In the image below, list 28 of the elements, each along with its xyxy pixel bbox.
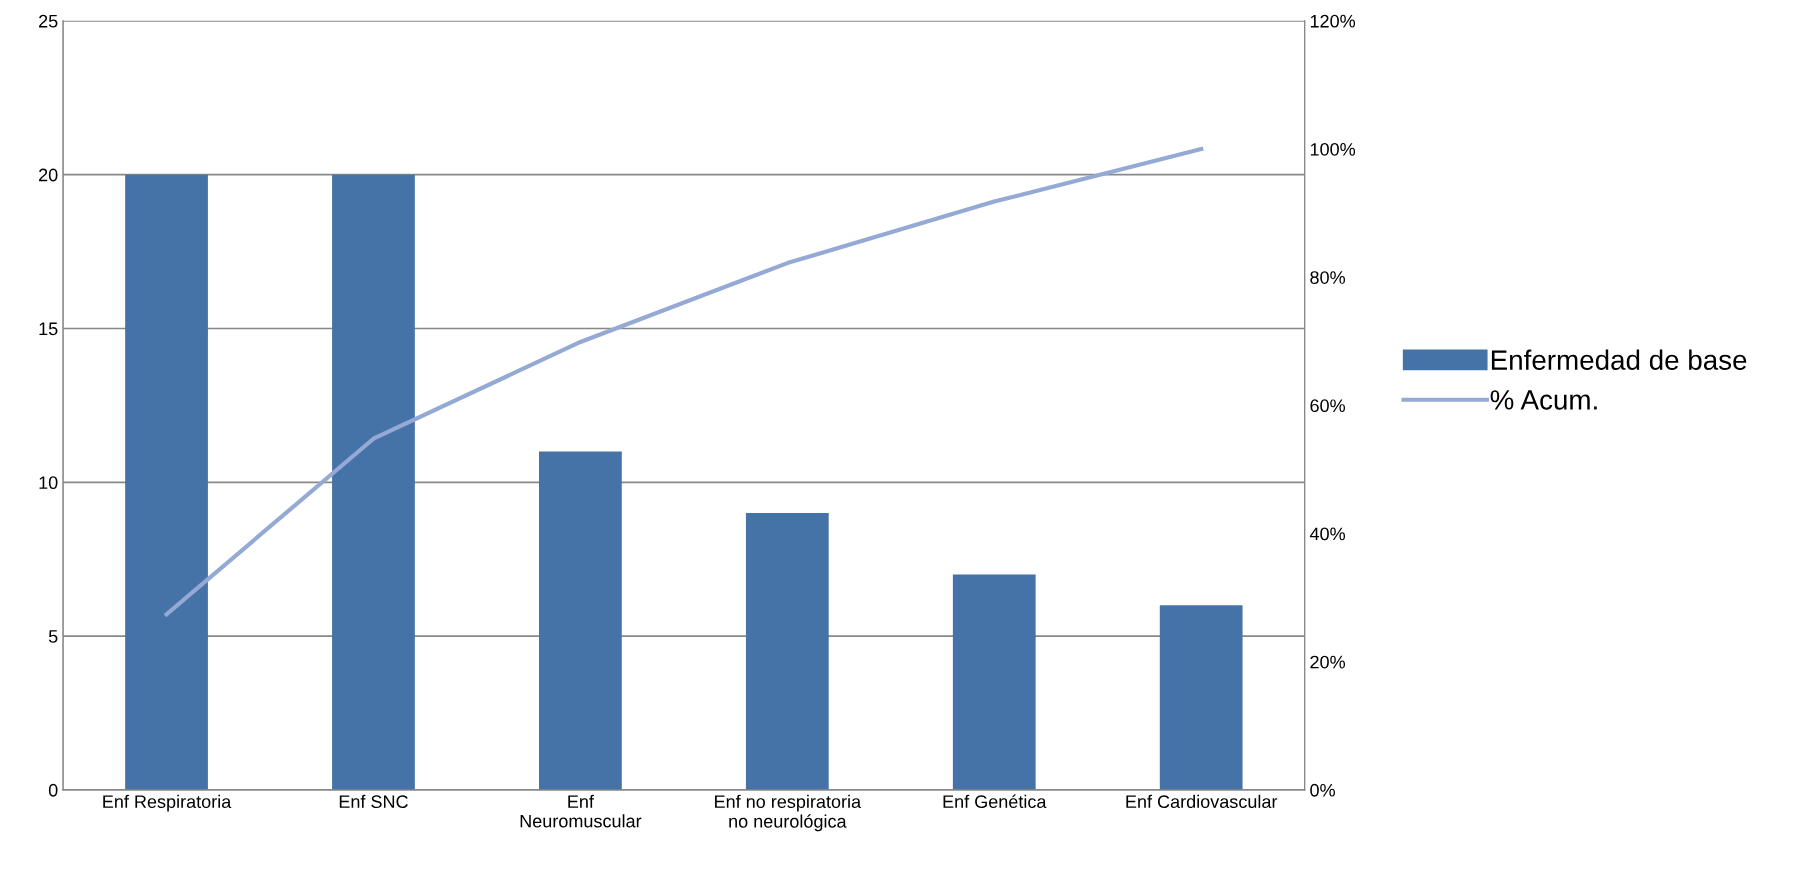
y2-tick-label: 20% [1310,655,1345,669]
y-tick-label: 5 [48,630,58,643]
bar [539,451,622,790]
y2-tick-label: 120% [1310,14,1356,28]
legend-label: % Acum. [1490,390,1597,410]
x-tick-label: Enf Cardiovascular [1126,794,1278,809]
bar [332,174,415,790]
x-tick-label: Enf Neuromuscular [520,794,642,828]
bar [745,513,829,790]
y-tick-label: 20 [39,168,58,182]
bar [1159,605,1243,790]
bar [125,174,208,790]
y-tick-label: 10 [39,476,58,490]
legend-label: Enfermedad de base [1491,349,1747,370]
y2-tick-label: 40% [1309,527,1345,541]
y2-tick-label: 0% [1310,783,1335,797]
y-tick-label: 15 [39,322,58,336]
x-tick-label: Enf SNC [339,794,408,809]
y-tick-label: 25 [39,14,58,28]
y2-tick-label: 60% [1310,399,1345,413]
line-series [164,146,1204,617]
bar [952,574,1036,790]
x-tick-label: Enf no respiratoria no neurológica [715,794,862,832]
x-tick-label: Enf Genética [943,794,1047,809]
y2-tick-label: 80% [1310,271,1345,284]
y-tick-label: 0 [48,783,58,797]
x-tick-label: Enf Respiratoria [103,794,232,812]
y2-tick-label: 100% [1310,142,1356,156]
